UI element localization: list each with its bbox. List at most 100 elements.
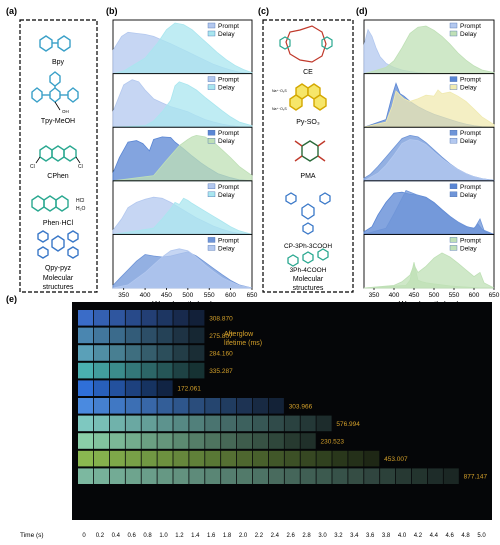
afterglow-frame-10-1	[78, 468, 94, 484]
afterglow-frame-1-3	[109, 310, 125, 326]
afterglow-frame-8-13	[268, 433, 284, 449]
panel-d-legend-swatch-3-prompt	[449, 129, 458, 136]
afterglow-frame-1-5	[141, 310, 157, 326]
time-tick-label: 0.4	[112, 533, 121, 539]
afterglow-frame-10-8	[189, 468, 205, 484]
afterglow-frame-9-8	[189, 450, 205, 467]
afterglow-frame-6-2	[93, 398, 109, 414]
afterglow-frame-6-11	[237, 398, 253, 414]
molecule-label-3ph-4cooh: 3Ph-4COOH	[290, 267, 327, 274]
panel-b-xtick-label: 450	[161, 292, 172, 299]
afterglow-frame-5-1	[78, 380, 94, 396]
afterglow-frame-10-11	[237, 468, 253, 484]
panel-d-legend-label-2-delay: Delay	[460, 85, 477, 92]
afterglow-frame-9-5	[141, 450, 157, 467]
panel-b-series-3-delay	[112, 134, 253, 182]
tpy-meoh-structure	[31, 71, 79, 111]
molecule-label-qpy-pyz: Qpy-pyz	[45, 265, 72, 272]
afterglow-frame-7-10	[221, 415, 237, 432]
afterglow-frame-7-3	[109, 415, 125, 432]
panel-b-xtick-label: 550	[204, 292, 215, 299]
time-tick-label: 1.8	[223, 533, 232, 539]
afterglow-frame-10-15	[300, 468, 316, 484]
afterglow-annotation-line2: lifetime (ms)	[224, 340, 262, 347]
panel-b-spectra: PromptDelayPromptDelayPromptDelayPromptD…	[112, 19, 258, 309]
pma-structure	[294, 140, 326, 162]
panel-d-series-3-delay	[363, 139, 495, 182]
time-tick-label: 1.2	[175, 533, 184, 539]
sample-label-3: Bpy	[58, 351, 70, 358]
sample-label-6: Tpy-MeOH	[37, 403, 69, 410]
time-tick-label: 3.4	[350, 533, 359, 539]
afterglow-frame-8-12	[252, 433, 268, 449]
panel-d-legend-label-5-delay: Delay	[460, 245, 477, 252]
afterglow-frame-9-12	[252, 450, 268, 467]
afterglow-frame-2-8	[189, 327, 205, 344]
panel-b-series-2-delay	[112, 81, 253, 128]
time-tick-label: 2.0	[239, 533, 248, 539]
afterglow-frame-8-9	[205, 433, 221, 449]
afterglow-frame-9-13	[268, 450, 284, 467]
afterglow-frame-10-10	[221, 468, 237, 484]
afterglow-frame-9-4	[125, 450, 141, 467]
afterglow-frame-3-7	[173, 345, 189, 361]
panel-d-xtick-label: 600	[469, 292, 480, 299]
afterglow-frame-7-8	[189, 415, 205, 432]
afterglow-frame-4-7	[173, 362, 189, 379]
afterglow-frame-7-16	[316, 415, 332, 432]
afterglow-frame-9-6	[157, 450, 173, 467]
afterglow-frame-7-12	[252, 415, 268, 432]
afterglow-frame-9-10	[221, 450, 237, 467]
afterglow-frame-9-9	[205, 450, 221, 467]
afterglow-frame-9-11	[237, 450, 253, 467]
afterglow-frame-3-2	[93, 345, 109, 361]
molecule-label-cphen: CPhen	[47, 173, 69, 180]
time-tick-label: 3.0	[318, 533, 327, 539]
sample-label-10: CP-3Ph-3COOH	[21, 474, 69, 481]
panel-d-legend-swatch-1-prompt	[449, 22, 458, 29]
panel-b-legend-label-3-delay: Delay	[218, 138, 235, 145]
panel-d-legend-label-3-delay: Delay	[460, 138, 477, 145]
panel-b-xtick-label: 600	[225, 292, 236, 299]
py-so3-na-tl: Na⁺⁻O₃S	[272, 89, 287, 93]
time-tick-label: 0.6	[128, 533, 137, 539]
afterglow-frame-3-3	[109, 345, 125, 361]
afterglow-frame-8-8	[189, 433, 205, 449]
panel-label-e: (e)	[6, 294, 17, 304]
panel-d-legend-label-4-prompt: Prompt	[460, 184, 481, 191]
panel-b-legend-swatch-4-delay	[207, 191, 216, 198]
afterglow-frame-8-7	[173, 433, 189, 449]
afterglow-frame-10-16	[316, 468, 332, 484]
lifetime-label-1: 308.870	[209, 315, 233, 322]
afterglow-frame-9-19	[364, 450, 380, 467]
lifetime-label-9: 453.007	[384, 456, 408, 463]
panel-d-legend-swatch-2-prompt	[449, 76, 458, 82]
afterglow-frame-1-2	[93, 310, 109, 326]
afterglow-frame-1-6	[157, 310, 173, 326]
time-tick-label: 4.0	[398, 533, 407, 539]
panel-b-legend-label-4-prompt: Prompt	[218, 184, 239, 191]
panel-label-c: (c)	[258, 6, 269, 16]
cphen-cl-left-label: Cl	[30, 164, 35, 170]
panel-d-xtick-label: 650	[489, 292, 500, 299]
panel-b-xtick-label: 500	[182, 292, 193, 299]
afterglow-frame-8-1	[78, 433, 94, 449]
afterglow-frame-6-6	[157, 398, 173, 414]
afterglow-frame-10-19	[364, 468, 380, 484]
afterglow-frame-3-8	[189, 345, 205, 361]
panel-a-caption-line1: Molecular	[43, 275, 74, 282]
time-tick-label: 0	[82, 533, 86, 539]
afterglow-frame-10-6	[157, 468, 173, 484]
phen-hcl-label: HCl	[76, 198, 84, 204]
time-tick-label: 3.8	[382, 533, 391, 539]
molecule-label-tpy-meoh: Tpy-MeOH	[41, 118, 75, 125]
afterglow-frame-7-13	[268, 415, 284, 432]
afterglow-frame-4-5	[141, 362, 157, 379]
time-tick-label: 3.2	[334, 533, 343, 539]
sample-label-9: Py-SO₃	[47, 456, 69, 463]
panel-d-xtick-label: 550	[449, 292, 460, 299]
afterglow-frame-7-11	[237, 415, 253, 432]
afterglow-frame-10-23	[427, 468, 443, 484]
qpy-pyz-structure	[37, 230, 79, 259]
afterglow-frame-9-1	[78, 450, 94, 467]
